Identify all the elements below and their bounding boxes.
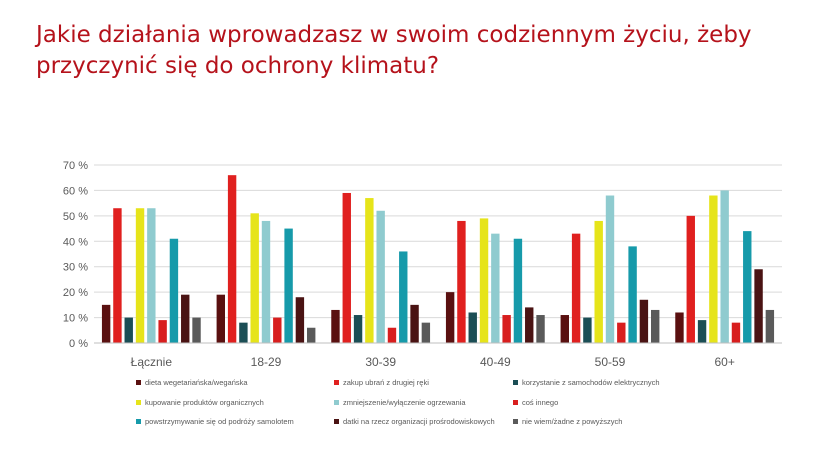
bar xyxy=(421,322,431,343)
bar xyxy=(583,317,592,343)
bar xyxy=(731,322,741,343)
y-axis-ticks: 0 % 10 % 20 % 30 % 40 % 50 % 60 % 70 % xyxy=(63,160,88,350)
bar xyxy=(410,304,419,343)
legend-label: nie wiem/żadne z powyższych xyxy=(522,417,622,426)
y-tick-label: 10 % xyxy=(63,313,88,325)
bar xyxy=(720,190,729,343)
bar xyxy=(273,317,282,343)
bar xyxy=(376,210,385,343)
legend-swatch xyxy=(136,380,141,385)
y-tick-label: 40 % xyxy=(63,236,88,248)
bar xyxy=(192,317,201,343)
bar xyxy=(651,309,660,343)
x-category-label: 40-49 xyxy=(480,355,511,369)
bar xyxy=(250,213,259,343)
legend-label: korzystanie z samochodów elektrycznych xyxy=(522,378,660,387)
bar xyxy=(387,327,397,343)
legend-label: datki na rzecz organizacji prośrodowisko… xyxy=(343,417,495,426)
legend-swatch xyxy=(334,380,339,385)
legend-label: powstrzymywanie się od podróży samolotem xyxy=(145,417,294,426)
legend-swatch xyxy=(334,419,339,424)
bar xyxy=(239,322,248,343)
legend-swatch xyxy=(136,419,141,424)
y-tick-label: 70 % xyxy=(63,160,88,172)
bar xyxy=(468,312,477,343)
bar xyxy=(135,208,145,343)
bar xyxy=(617,322,626,343)
bar xyxy=(536,315,545,343)
x-category-label: 60+ xyxy=(714,355,734,369)
bar xyxy=(169,238,179,343)
bar xyxy=(560,315,569,343)
bar xyxy=(124,317,133,343)
bar xyxy=(284,228,293,343)
x-axis-categories: Łącznie 18-29 30-39 40-49 50-59 60+ xyxy=(131,355,735,369)
y-tick-label: 60 % xyxy=(63,185,88,197)
bar xyxy=(365,198,374,343)
bar xyxy=(113,208,122,343)
bar xyxy=(765,309,775,343)
legend: dieta wegetariańska/wegańska zakup ubrań … xyxy=(136,378,660,426)
bar xyxy=(216,294,225,343)
bar xyxy=(594,220,603,343)
bar xyxy=(445,292,455,343)
grid-lines xyxy=(94,164,782,319)
x-category-label: 50-59 xyxy=(595,355,626,369)
bar xyxy=(754,269,763,343)
bar xyxy=(686,215,695,343)
bar xyxy=(295,297,305,343)
bar xyxy=(491,233,500,343)
bar xyxy=(342,192,351,343)
bar xyxy=(639,299,649,343)
bar xyxy=(697,320,707,343)
legend-label: coś innego xyxy=(522,398,558,407)
x-category-label: 30-39 xyxy=(365,355,396,369)
bar xyxy=(709,195,718,343)
bar xyxy=(353,315,363,343)
bar xyxy=(399,251,408,343)
x-category-label: Łącznie xyxy=(131,355,173,369)
bar xyxy=(628,246,637,343)
bar xyxy=(605,195,615,343)
y-tick-label: 20 % xyxy=(63,287,88,299)
bar xyxy=(571,233,581,343)
bars xyxy=(101,175,775,343)
y-tick-label: 30 % xyxy=(63,262,88,274)
bar xyxy=(457,220,466,343)
legend-swatch xyxy=(513,419,518,424)
bar xyxy=(743,231,752,343)
bar xyxy=(307,327,316,343)
bar xyxy=(502,315,511,343)
bar xyxy=(227,175,237,343)
legend-label: kupowanie produktów organicznych xyxy=(145,398,264,407)
legend-label: zmniejszenie/wyłączenie ogrzewania xyxy=(343,398,466,407)
y-tick-label: 50 % xyxy=(63,211,88,223)
legend-swatch xyxy=(513,400,518,405)
legend-swatch xyxy=(334,400,339,405)
legend-label: zakup ubrań z drugiej ręki xyxy=(343,378,429,387)
legend-swatch xyxy=(136,400,141,405)
bar xyxy=(261,220,271,343)
bar xyxy=(479,218,489,343)
bar xyxy=(675,312,684,343)
bar xyxy=(147,208,156,343)
bar xyxy=(158,320,167,343)
legend-label: dieta wegetariańska/wegańska xyxy=(145,378,248,387)
bar xyxy=(181,294,190,343)
bar xyxy=(101,304,111,343)
bar xyxy=(331,309,340,343)
legend-swatch xyxy=(513,380,518,385)
x-category-label: 18-29 xyxy=(251,355,282,369)
bar xyxy=(513,238,523,343)
bar xyxy=(525,307,534,343)
chart-title: Jakie działania wprowadzasz w swoim codz… xyxy=(36,22,752,79)
y-tick-label: 0 % xyxy=(69,338,88,350)
